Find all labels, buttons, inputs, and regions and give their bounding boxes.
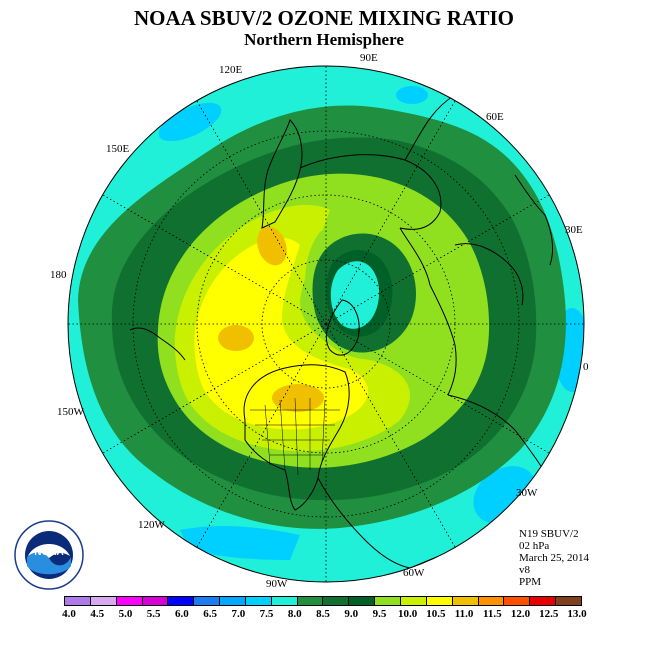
colorbar-segment <box>530 597 557 605</box>
noaa-logo: NOAA <box>14 520 84 590</box>
colorbar-tick-label: 6.0 <box>175 608 189 620</box>
colorbar-segment <box>556 597 581 605</box>
lon-label-90w: 90W <box>266 578 288 590</box>
us-states-grid <box>250 397 340 476</box>
colorbar-segment <box>245 597 272 605</box>
colorbar-tick-label: 7.0 <box>231 608 246 620</box>
colorbar-segment <box>65 597 91 605</box>
info-block: N19 SBUV/2 02 hPa March 25, 2014 v8 PPM <box>519 528 589 588</box>
meridian <box>102 194 327 325</box>
colorbar-tick-label: 4.5 <box>90 608 105 620</box>
colorbar-tick-label: 12.0 <box>510 608 531 620</box>
lon-label-150e: 150E <box>106 143 130 155</box>
colorbar-tick-label: 9.5 <box>372 608 387 620</box>
lon-label-120w: 120W <box>138 519 166 531</box>
colorbar-segment <box>349 597 376 605</box>
field-band-yellow <box>194 237 368 430</box>
coast-north-america <box>243 364 350 511</box>
coast-central-america <box>317 477 411 569</box>
colorbar-segment <box>426 597 453 605</box>
coast-arabia <box>514 174 553 266</box>
colorbar-segment <box>323 597 350 605</box>
field-blue-patch <box>158 102 222 142</box>
colorbar-tick-label: 4.0 <box>62 608 76 620</box>
lon-label-150w: 150W <box>57 406 85 418</box>
colorbar-segment <box>504 597 531 605</box>
lon-label-30w: 30W <box>516 487 538 499</box>
colorbar-segment <box>142 597 169 605</box>
colorbar-segment <box>271 597 298 605</box>
colorbar-segment <box>478 597 505 605</box>
lon-label-0: 0 <box>583 361 589 373</box>
colorbar-tick-label: 5.0 <box>118 608 133 620</box>
colorbar-tick-label: 9.0 <box>344 608 359 620</box>
colorbar-tick-label: 5.5 <box>146 608 161 620</box>
lon-label-120e: 120E <box>219 64 243 76</box>
colorbar-tick-label: 6.5 <box>203 608 217 620</box>
info-pressure: 02 hPa <box>519 540 550 552</box>
colorbar-tick-label: 11.0 <box>454 608 474 620</box>
coast-europe <box>399 227 457 396</box>
lon-label-60e: 60E <box>486 111 504 123</box>
colorbar-segment <box>452 597 479 605</box>
lon-label-180: 180 <box>50 269 67 281</box>
colorbar-tick-label: 13.0 <box>567 608 587 620</box>
colorbar-segment <box>168 597 195 605</box>
graticule <box>68 66 584 582</box>
colorbar-segment <box>375 597 401 605</box>
meridian <box>325 100 456 325</box>
coast-north-asia <box>299 154 442 230</box>
colorbar-tick-label: 8.0 <box>287 608 302 620</box>
info-units: PPM <box>519 576 542 588</box>
colorbar-tick-label: 8.5 <box>316 608 330 620</box>
map-title: NOAA SBUV/2 OZONE MIXING RATIO <box>134 6 514 30</box>
colorbar-segment <box>90 597 117 605</box>
meridian <box>325 323 456 548</box>
meridian <box>196 323 327 548</box>
field-max-orange <box>272 384 324 412</box>
meridian <box>325 194 550 325</box>
noaa-logo-text: NOAA <box>34 547 63 558</box>
info-version: v8 <box>519 564 530 576</box>
meridian <box>196 100 327 325</box>
map-border <box>67 65 585 583</box>
colorbar <box>64 596 582 606</box>
coast-greenland <box>326 299 360 356</box>
lon-label-90e: 90E <box>360 52 378 64</box>
coast-alaska <box>129 327 186 361</box>
colorbar-ticks: 4.0 4.5 5.0 5.5 6.0 6.5 7.0 7.5 8.0 8.5 9.0 9.5 10.0… <box>62 608 587 622</box>
colorbar-segment <box>297 597 324 605</box>
colorbar-segment <box>194 597 221 605</box>
meridian <box>325 323 550 454</box>
lon-label-60w: 60W <box>403 567 425 579</box>
colorbar-tick-label: 12.5 <box>539 608 559 620</box>
field-vortex-core <box>330 261 380 329</box>
field-max-orange <box>218 325 254 351</box>
colorbar-tick-label: 11.5 <box>483 608 502 620</box>
colorbar-segment <box>116 597 143 605</box>
lon-label-30e: 30E <box>565 224 583 236</box>
noaa-logo-wave <box>27 551 71 575</box>
field-max-orange <box>257 226 287 266</box>
noaa-logo-gull <box>28 544 70 558</box>
field-blue-patch <box>396 86 428 104</box>
info-date: March 25, 2014 <box>519 552 589 564</box>
info-instrument: N19 SBUV/2 <box>519 528 579 540</box>
colorbar-segment <box>220 597 246 605</box>
colorbar-tick-label: 7.5 <box>259 608 274 620</box>
colorbar-tick-label: 10.5 <box>426 608 446 620</box>
meridian <box>102 323 327 454</box>
coast-siberia <box>261 119 303 229</box>
colorbar-segment <box>400 597 427 605</box>
field-blue-patch <box>180 526 300 560</box>
map-subtitle: Northern Hemisphere <box>244 30 404 49</box>
colorbar-tick-label: 10.0 <box>398 608 418 620</box>
